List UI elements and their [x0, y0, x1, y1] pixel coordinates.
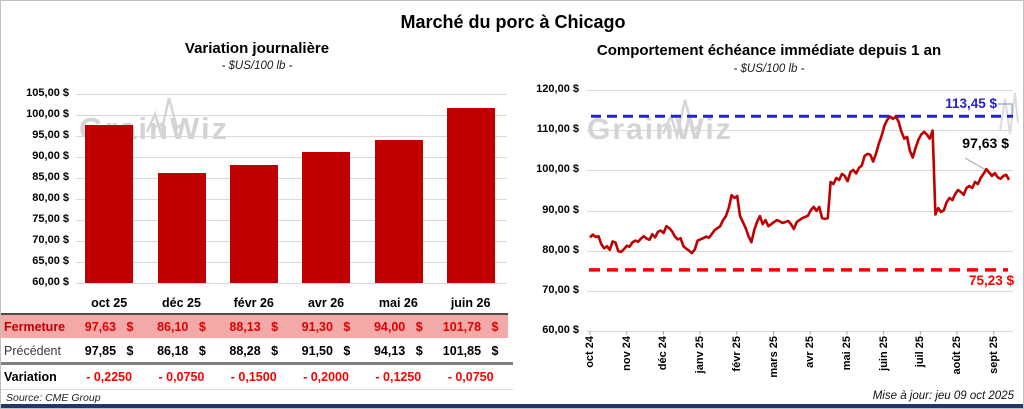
line-chart-subtitle: - $US/100 lb - [733, 63, 805, 75]
page-title: Marché du porc à Chicago [400, 12, 626, 32]
bar [229, 164, 278, 283]
column-header: mai 26 [378, 295, 418, 310]
table-cell: 101,85 $ [442, 343, 499, 358]
table-cell: - 0,0750 [158, 370, 205, 384]
y-axis-tick-label: 70,00 $ [32, 234, 69, 246]
table-row: Fermeture 97,63 $ 86,10 $ 88,13 $ 91,30 $ 94,… [1, 315, 508, 338]
gridline [76, 94, 507, 95]
last-label-leader-line [964, 157, 1001, 179]
table-cell: 86,18 $ [157, 343, 206, 358]
y-axis-tick-label: 70,00 $ [542, 283, 579, 296]
table-cell: 88,28 $ [229, 343, 279, 358]
high-reference-label: 113,45 $ [945, 96, 997, 111]
y-axis-tick-label: 120,00 $ [536, 83, 579, 95]
bar-chart-title: Variation journalière [184, 40, 330, 57]
table-cell: 94,00 $ [373, 319, 423, 334]
y-axis-tick-label: 65,00 $ [32, 255, 69, 267]
y-axis-tick-label: 80,00 $ [542, 243, 579, 256]
gridline [76, 115, 507, 116]
gridline [587, 290, 1013, 292]
table-cell: 101,78 $ [442, 319, 499, 334]
x-axis-tick-label: avr 25 [804, 336, 817, 368]
x-axis-tick-label: nov 24 [620, 336, 633, 371]
gridline [76, 262, 507, 263]
y-axis-tick-label: 100,00 $ [536, 163, 579, 176]
y-axis-tick-label: 110,00 $ [536, 123, 579, 136]
update-note: Mise à jour: jeu 09 oct 2025 [872, 390, 1014, 402]
gridline [76, 136, 507, 137]
row-label: Fermeture [4, 319, 66, 334]
table-row: Précédent 97,85 $ 86,18 $ 88,28 $ 91,50 $ 94,… [1, 339, 513, 362]
table-cell: 88,13 $ [229, 319, 279, 334]
y-axis-tick-label: 90,00 $ [32, 150, 69, 162]
y-axis-tick-label: 85,00 $ [32, 171, 69, 183]
column-header: févr 26 [233, 295, 274, 310]
gridline [76, 178, 507, 179]
table-cell: - 0,1500 [230, 370, 277, 384]
column-header: oct 25 [91, 295, 128, 310]
y-axis-tick-label: 80,00 $ [32, 192, 69, 204]
watermark-zigzag-icon [999, 92, 1019, 135]
table-cell: - 0,2250 [86, 370, 133, 384]
row-label: Variation [4, 370, 57, 384]
table-cell: 94,13 $ [373, 343, 423, 358]
watermark-text: GrainWiz [587, 113, 733, 146]
table-cell: - 0,0750 [447, 370, 494, 384]
x-axis-tick-label: mai 25 [840, 336, 853, 371]
y-axis-tick-label: 75,00 $ [32, 213, 69, 225]
line-chart-title: Comportement échéance immédiate depuis 1… [596, 42, 942, 59]
y-axis-tick-label: 90,00 $ [542, 203, 579, 216]
x-axis-tick-label: déc 24 [657, 336, 670, 371]
x-axis-tick-label: févr 25 [730, 336, 743, 372]
gridline [587, 210, 1013, 212]
gridline [587, 170, 1013, 172]
table-cell: 91,50 $ [301, 343, 351, 358]
high-label-leader-line [998, 103, 1013, 115]
gridline [76, 199, 507, 200]
x-axis-tick-label: oct 24 [584, 336, 596, 368]
table-cell: - 0,1250 [375, 370, 422, 384]
last-value-label: 97,63 $ [962, 135, 1009, 151]
bar [85, 124, 134, 283]
column-header: déc 25 [161, 295, 201, 310]
low-reference-label: 75,23 $ [968, 273, 1014, 288]
bottom-accent-bar [1, 404, 1023, 408]
y-axis-tick-label: 95,00 $ [32, 129, 69, 141]
source-note: Source: CME Group [6, 392, 101, 404]
y-axis-tick-label: 105,00 $ [26, 87, 69, 99]
bar-chart-subtitle: - $US/100 lb - [221, 60, 293, 72]
gridline [587, 250, 1013, 252]
column-header: juin 26 [450, 295, 491, 310]
y-axis-tick-label: 60,00 $ [32, 276, 69, 288]
column-header: avr 26 [307, 295, 345, 310]
table-cell: 86,10 $ [157, 319, 206, 334]
gridline [587, 331, 1013, 332]
y-axis-tick-label: 60,00 $ [542, 324, 579, 336]
table-cell: - 0,2000 [303, 370, 349, 384]
table-rule-light [1, 389, 513, 390]
row-label: Précédent [4, 343, 61, 358]
bar [302, 151, 351, 283]
table-rule-gray [1, 362, 513, 365]
bar [374, 140, 423, 283]
x-axis-tick-label: mars 25 [767, 336, 780, 378]
table-cell: 97,63 $ [84, 319, 134, 334]
gridline [587, 90, 1013, 91]
table-header-row: oct 25 déc 25 févr 26 avr 26 mai 26 juin 26 [1, 292, 513, 313]
gridline [76, 241, 507, 242]
table-rule-dark [1, 313, 508, 315]
gridline [76, 283, 507, 284]
gridline [76, 220, 507, 221]
table-cell: 97,85 $ [84, 343, 134, 358]
gridline [76, 157, 507, 158]
bar [446, 107, 495, 283]
bar [157, 173, 206, 283]
table-row: Variation - 0,2250 - 0,0750 - 0,1500 - 0,200… [1, 366, 513, 388]
y-axis-tick-label: 100,00 $ [26, 108, 69, 120]
x-axis-tick-label: janv 25 [694, 336, 707, 374]
table-cell: 91,30 $ [301, 319, 351, 334]
